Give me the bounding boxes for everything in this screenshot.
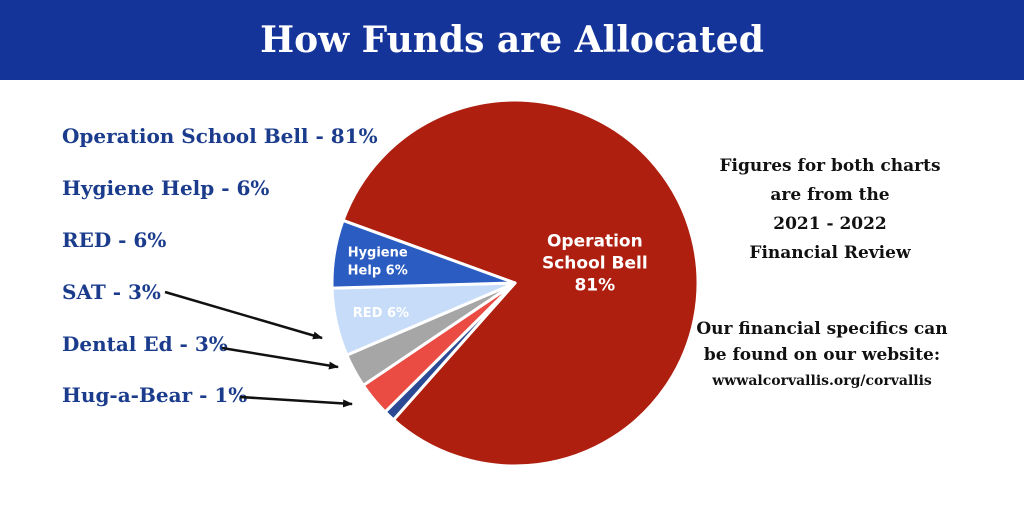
slice-label-red: RED 6% xyxy=(353,306,409,321)
legend-item-hug-a-bear: Hug-a-Bear - 1% xyxy=(62,383,248,407)
slice-label-hygiene-help: Hygiene Help 6% xyxy=(348,245,408,278)
note-line: Our financial specifics can xyxy=(696,319,948,339)
slice-label-line: Help 6% xyxy=(348,263,408,278)
slice-label-operation-school-bell: Operation School Bell 81% xyxy=(542,232,648,296)
legend-item-operation-school-bell: Operation School Bell - 81% xyxy=(62,124,378,148)
legend-item-dental-ed: Dental Ed - 3% xyxy=(62,332,228,356)
page-title: How Funds are Allocated xyxy=(260,19,764,61)
slice-label-line: Operation xyxy=(547,232,643,252)
pie-slices xyxy=(330,98,700,468)
note-line: be found on our website: xyxy=(703,345,941,365)
pie-slice-operation-school-bell xyxy=(341,98,700,468)
pie-slice-labels: Operation School Bell 81% RED 6% Hygiene Help… xyxy=(348,232,648,321)
legend-item-sat: SAT - 3% xyxy=(62,280,161,304)
dental-ed-callout-arrow xyxy=(221,346,339,370)
callout-arrows xyxy=(164,290,353,408)
title-banner: How Funds are Allocated xyxy=(0,0,1024,80)
figures-source-note: Figures for both charts are from the 202… xyxy=(680,152,980,268)
note-line: Figures for both charts xyxy=(719,156,941,176)
slice-label-line: Hygiene xyxy=(348,245,408,260)
note-line: Financial Review xyxy=(749,243,911,263)
note-line: are from the xyxy=(770,185,890,205)
slice-label-line: School Bell xyxy=(542,254,648,274)
note-line: 2021 - 2022 xyxy=(773,214,887,234)
website-note: Our financial specifics can be found on … xyxy=(672,316,972,394)
legend-item-hygiene-help: Hygiene Help - 6% xyxy=(62,176,270,200)
sat-callout-arrow xyxy=(164,290,323,340)
legend-item-red: RED - 6% xyxy=(62,228,167,252)
pie-slice-hygiene-help xyxy=(330,218,517,290)
hug-a-bear-callout-arrow xyxy=(239,395,353,408)
slice-label-line: 81% xyxy=(574,276,615,296)
website-url: wwwalcorvallis.org/corvallis xyxy=(712,373,932,389)
slice-label-line: RED 6% xyxy=(353,306,409,321)
